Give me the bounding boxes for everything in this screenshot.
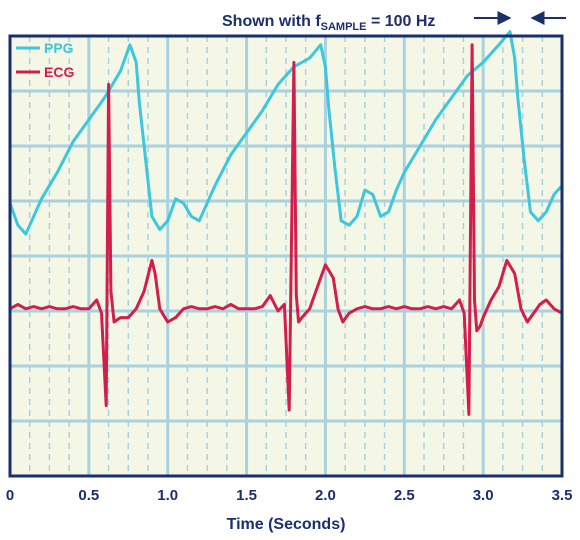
x-tick-label: 1.5 xyxy=(236,487,257,504)
x-tick-label: 0.5 xyxy=(78,487,99,504)
x-tick-label: 1.0 xyxy=(157,487,178,504)
x-tick-label: 3.0 xyxy=(473,487,494,504)
series-line-ecg xyxy=(8,43,564,416)
plot-frame xyxy=(8,34,564,478)
legend-label-ecg: ECG xyxy=(44,64,74,80)
sampling-annotation: Shown with fSAMPLE = 100 Hz xyxy=(222,13,435,33)
legend: PPG ECG xyxy=(16,40,74,80)
x-tick-labels: 0 0.5 1.0 1.5 2.0 2.5 3.0 3.5 xyxy=(6,487,573,504)
x-tick-label: 0 xyxy=(6,487,14,504)
x-tick-label: 2.5 xyxy=(394,487,415,504)
series-layer xyxy=(8,30,564,416)
x-tick-label: 3.5 xyxy=(552,487,573,504)
series-line-ppg xyxy=(8,30,564,236)
legend-label-ppg: PPG xyxy=(44,40,74,56)
x-axis-title: Time (Seconds) xyxy=(227,516,346,533)
x-tick-label: 2.0 xyxy=(315,487,336,504)
